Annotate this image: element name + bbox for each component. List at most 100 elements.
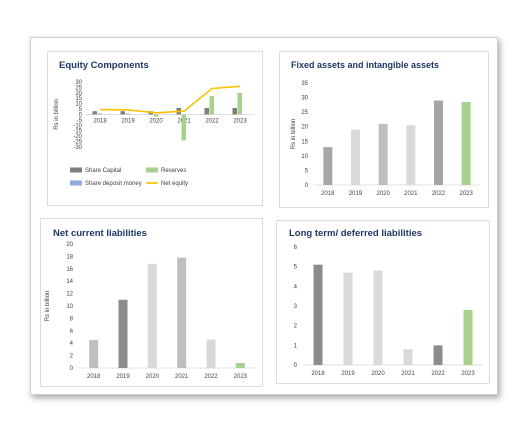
x-tick-label: 2023 xyxy=(233,118,247,124)
long-term-liabilities-chart: Long term/ deferred liabilities 6 5 4 3 2 1 0 20… xyxy=(289,228,483,377)
y-axis-label: Rs in billion xyxy=(291,119,297,150)
bar xyxy=(461,101,471,185)
x-tick-label: 2023 xyxy=(459,191,473,197)
x-tick-label: 2019 xyxy=(121,118,135,124)
x-tick-label: 2019 xyxy=(341,371,355,377)
chart-title: Fixed assets and intangible assets xyxy=(291,60,439,70)
y-tick-label: 15 xyxy=(75,96,82,102)
bar xyxy=(323,147,333,185)
legend-swatch xyxy=(146,167,158,173)
y-tick-label: 6 xyxy=(294,245,298,251)
bar xyxy=(433,345,443,365)
chart-title: Net current liabilities xyxy=(53,228,147,239)
bar xyxy=(118,299,128,368)
y-tick-label: 5 xyxy=(294,265,298,271)
x-tick-label: 2022 xyxy=(205,118,219,124)
y-tick-label: -15 xyxy=(73,129,82,135)
bar xyxy=(237,92,242,115)
y-tick-label: 10 xyxy=(66,304,73,310)
y-tick-label: 30 xyxy=(301,96,308,102)
y-tick-label: 14 xyxy=(66,279,73,285)
y-tick-label: -20 xyxy=(73,134,82,140)
long-term-liabilities-panel: Long term/ deferred liabilities 6 5 4 3 2 1 0 20… xyxy=(276,220,490,384)
x-tick-label: 2023 xyxy=(234,374,248,380)
x-tick-label: 2021 xyxy=(175,374,189,380)
x-tick-label: 2019 xyxy=(116,374,130,380)
y-tick-label: 0 xyxy=(305,183,309,189)
equity-chart: Equity Components 302520151050-5-10-15-20… xyxy=(54,60,254,187)
y-tick-label: -25 xyxy=(73,139,82,145)
net-current-liabilities-panel: Net current liabilities 20 18 16 14 12 10 8 6 4 2 0… xyxy=(40,218,263,387)
y-tick-label: 6 xyxy=(70,329,74,335)
x-tick-label: 2020 xyxy=(146,374,160,380)
y-tick-label: 20 xyxy=(301,125,308,131)
y-tick-label: 20 xyxy=(66,242,73,248)
y-tick-label: 25 xyxy=(75,85,82,91)
y-tick-label: 2 xyxy=(294,324,298,330)
bar xyxy=(343,272,353,365)
bar xyxy=(378,123,388,185)
bar xyxy=(97,113,102,115)
series-line xyxy=(99,85,241,114)
y-tick-label: 4 xyxy=(294,284,298,290)
y-tick-label: 10 xyxy=(75,102,82,108)
legend-label: Share deposit money xyxy=(85,181,142,187)
y-tick-label: 4 xyxy=(70,341,74,347)
y-tick-label: 20 xyxy=(75,91,82,97)
report-sheet: Equity Components 30 25 20 15 10 5 0 -5 -10 -15 -20… xyxy=(30,37,498,395)
net-current-liabilities-chart: Net current liabilities 20 18 16 14 12 10 8 6 4 20… xyxy=(45,228,255,380)
bar xyxy=(181,114,186,141)
fixed-assets-panel: Fixed assets and intangible assets 35 30 25… xyxy=(279,51,489,208)
bar xyxy=(204,107,209,115)
x-tick-label: 2022 xyxy=(432,191,446,197)
bar xyxy=(125,113,130,115)
y-axis-label: Rs in billion xyxy=(54,99,60,130)
x-tick-label: 2021 xyxy=(401,371,415,377)
bar xyxy=(209,96,214,115)
y-tick-label: 0 xyxy=(294,363,298,369)
bar xyxy=(153,114,158,117)
chart-title: Equity Components xyxy=(59,60,149,71)
x-tick-label: 2018 xyxy=(321,191,335,197)
legend-swatch xyxy=(70,167,82,173)
legend-label: Reserves xyxy=(161,168,186,174)
x-tick-label: 2020 xyxy=(371,371,385,377)
bar xyxy=(434,100,443,185)
y-tick-label: 25 xyxy=(301,110,308,116)
x-tick-label: 2023 xyxy=(461,371,475,377)
y-tick-label: 0 xyxy=(79,112,83,118)
y-tick-label: 12 xyxy=(66,292,73,298)
legend-label: Share Capital xyxy=(85,168,121,174)
y-tick-label: -5 xyxy=(77,118,83,124)
y-tick-label: 30 xyxy=(75,80,82,86)
y-tick-label: 18 xyxy=(66,254,73,260)
fixed-assets-chart: Fixed assets and intangible assets 35 30 25… xyxy=(291,60,480,197)
y-tick-label: 16 xyxy=(66,267,73,273)
bar xyxy=(177,257,187,368)
bar xyxy=(406,125,416,185)
bar xyxy=(463,309,473,365)
y-tick-label: 8 xyxy=(70,316,74,322)
y-tick-label: 1 xyxy=(294,343,298,349)
bar xyxy=(206,339,216,368)
x-tick-label: 2019 xyxy=(349,191,363,197)
y-tick-label: 0 xyxy=(70,366,74,372)
y-tick-label: 35 xyxy=(301,81,308,87)
y-tick-label: 5 xyxy=(305,168,309,174)
chart-title: Long term/ deferred liabilities xyxy=(289,228,422,239)
bar xyxy=(373,270,383,365)
y-tick-label: 10 xyxy=(301,154,308,160)
x-tick-label: 2021 xyxy=(404,191,418,197)
x-tick-label: 2022 xyxy=(431,371,445,377)
bar xyxy=(147,263,157,368)
y-axis-label: Rs in billion xyxy=(45,291,51,322)
bar xyxy=(120,111,125,115)
x-tick-label: 2020 xyxy=(376,191,390,197)
bar xyxy=(403,349,413,365)
bar xyxy=(351,129,360,185)
y-tick-label: 5 xyxy=(79,107,83,113)
y-tick-label: -30 xyxy=(73,145,82,151)
bar xyxy=(232,107,237,115)
y-tick-label: 3 xyxy=(294,304,298,310)
x-tick-label: 2018 xyxy=(93,118,107,124)
